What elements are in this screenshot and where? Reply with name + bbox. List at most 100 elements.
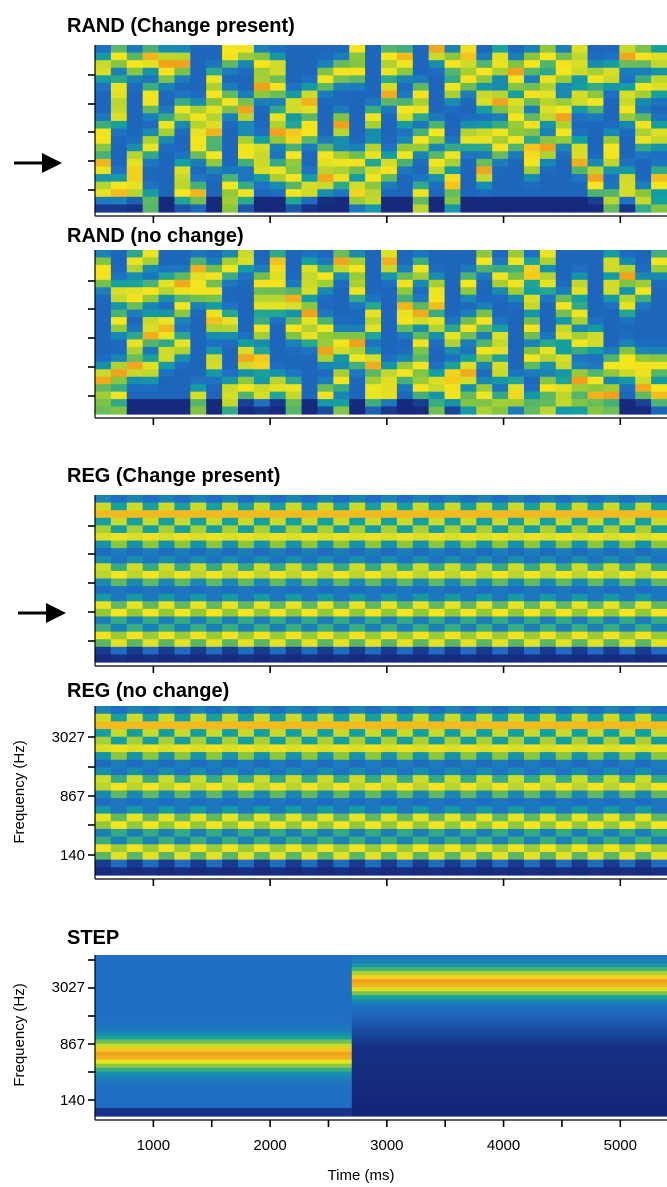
spectrogram-cell xyxy=(126,143,144,152)
spectrogram-cell xyxy=(333,767,350,776)
spectrogram-cell xyxy=(508,639,525,648)
spectrogram-cell xyxy=(476,272,493,281)
spectrogram-cell xyxy=(349,196,366,206)
spectrogram-cell xyxy=(126,752,144,761)
spectrogram-cell xyxy=(619,790,636,799)
spectrogram-cell xyxy=(222,828,239,838)
spectrogram-cell xyxy=(365,166,382,175)
spectrogram-cell xyxy=(524,548,541,557)
spectrogram-cell xyxy=(460,324,477,333)
spectrogram-cell xyxy=(126,859,144,868)
spectrogram-band-after xyxy=(351,1051,667,1057)
spectrogram-cell xyxy=(381,502,398,511)
spectrogram-cell xyxy=(190,713,207,722)
spectrogram-cell xyxy=(110,105,128,114)
spectrogram-cell xyxy=(317,250,334,259)
spectrogram-cell xyxy=(412,60,430,69)
spectrogram-cell xyxy=(110,361,128,370)
spectrogram-cell xyxy=(333,639,350,648)
spectrogram-cell xyxy=(206,828,223,838)
spectrogram-cell xyxy=(412,204,430,213)
spectrogram-cell xyxy=(508,287,525,296)
spectrogram-cell xyxy=(492,654,509,663)
spectrogram-cell xyxy=(381,736,398,746)
spectrogram-cell xyxy=(95,354,112,363)
spectrogram-cell xyxy=(412,631,430,640)
spectrogram-cell xyxy=(524,166,541,175)
spectrogram-cell xyxy=(190,204,207,213)
spectrogram-cell xyxy=(651,45,667,54)
spectrogram-cell xyxy=(396,287,414,296)
spectrogram-cell xyxy=(206,517,223,526)
spectrogram-cell xyxy=(95,502,112,511)
spectrogram-cell xyxy=(381,517,398,526)
spectrogram-band-after xyxy=(351,991,667,996)
spectrogram-cell xyxy=(412,174,430,183)
spectrogram-cell xyxy=(444,790,462,799)
spectrogram-cell xyxy=(539,52,557,61)
spectrogram-cell xyxy=(571,52,589,61)
spectrogram-cell xyxy=(587,272,605,281)
spectrogram-cell xyxy=(524,346,541,355)
spectrogram-cell xyxy=(460,555,477,564)
spectrogram-cell xyxy=(301,631,319,640)
spectrogram-cell xyxy=(269,250,287,259)
spectrogram-cell xyxy=(158,369,176,378)
spectrogram-cell xyxy=(571,75,589,84)
spectrogram-cell xyxy=(174,608,191,618)
spectrogram-cell xyxy=(651,805,667,815)
spectrogram-cell xyxy=(492,805,509,815)
spectrogram-cell xyxy=(444,309,462,318)
spectrogram-band-before xyxy=(95,1011,352,1016)
spectrogram-cell xyxy=(381,616,398,625)
spectrogram-cell xyxy=(428,158,446,168)
spectrogram-cell xyxy=(428,250,446,259)
spectrogram-cell xyxy=(142,631,160,640)
spectrogram-cell xyxy=(508,736,525,746)
spectrogram-cell xyxy=(508,317,525,326)
spectrogram-cell xyxy=(253,813,271,822)
spectrogram-cell xyxy=(365,767,382,776)
spectrogram-cell xyxy=(492,82,509,92)
spectrogram-cell xyxy=(365,346,382,355)
spectrogram-cell xyxy=(587,540,605,549)
spectrogram-cell xyxy=(444,204,462,213)
spectrogram-cell xyxy=(412,517,430,526)
spectrogram-cell xyxy=(174,586,191,595)
spectrogram-cell xyxy=(285,309,303,318)
spectrogram-cell xyxy=(492,391,509,400)
spectrogram-cell xyxy=(206,332,223,341)
spectrogram-cell xyxy=(539,294,557,303)
spectrogram-cell xyxy=(651,67,667,76)
spectrogram-cell xyxy=(651,302,667,311)
spectrogram-cell xyxy=(285,713,303,722)
spectrogram-cell xyxy=(206,706,223,715)
spectrogram-cell xyxy=(492,729,509,738)
spectrogram-cell xyxy=(190,189,207,198)
spectrogram-cell xyxy=(238,346,255,355)
spectrogram-cell xyxy=(349,555,366,564)
spectrogram-cell xyxy=(269,324,287,333)
spectrogram-cell xyxy=(476,608,493,618)
spectrogram-cell xyxy=(444,279,462,288)
spectrogram-cell xyxy=(381,713,398,722)
spectrogram-cell xyxy=(301,120,319,130)
spectrogram-cell xyxy=(428,166,446,175)
spectrogram-cell xyxy=(269,646,287,656)
spectrogram-cell xyxy=(603,744,620,753)
spectrogram-cell xyxy=(349,250,366,259)
spectrogram-cell xyxy=(492,204,509,213)
spectrogram-cell xyxy=(603,767,620,776)
spectrogram-cell xyxy=(508,821,525,830)
spectrogram-cell xyxy=(619,729,636,738)
spectrogram-cell xyxy=(555,759,573,769)
spectrogram-cell xyxy=(635,570,652,580)
spectrogram-cell xyxy=(555,555,573,564)
spectrogram-cell xyxy=(349,151,366,160)
spectrogram-cell xyxy=(524,309,541,318)
spectrogram-cell xyxy=(301,601,319,610)
spectrogram-cell xyxy=(110,406,128,415)
spectrogram-cell xyxy=(587,713,605,722)
spectrogram-cell xyxy=(539,272,557,281)
spectrogram-cell xyxy=(460,821,477,830)
